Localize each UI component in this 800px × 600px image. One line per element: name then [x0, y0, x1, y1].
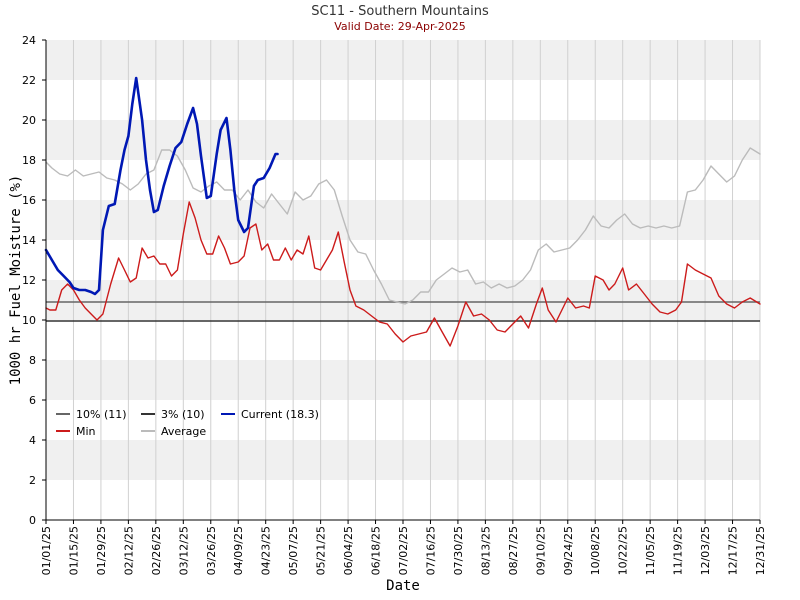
- x-tick-label: 02/26/25: [150, 526, 163, 575]
- y-tick-label: 22: [22, 74, 36, 87]
- x-tick-label: 01/29/25: [95, 526, 108, 575]
- x-tick-label: 04/23/25: [260, 526, 273, 575]
- y-tick-label: 0: [29, 514, 36, 527]
- x-tick-label: 04/09/25: [232, 526, 245, 575]
- legend-item-10pct-label: 10% (11): [76, 408, 127, 421]
- y-tick-label: 12: [22, 274, 36, 287]
- y-tick-label: 14: [22, 234, 36, 247]
- x-tick-label: 12/31/25: [754, 526, 767, 575]
- y-tick-label: 8: [29, 354, 36, 367]
- x-tick-label: 12/17/25: [727, 526, 740, 575]
- x-tick-label: 01/15/25: [67, 526, 80, 575]
- y-tick-label: 6: [29, 394, 36, 407]
- x-tick-label: 06/18/25: [370, 526, 383, 575]
- legend-item-3pct-label: 3% (10): [161, 408, 205, 421]
- x-tick-label: 07/16/25: [424, 526, 437, 575]
- average-line: [45, 147, 761, 305]
- y-tick-label: 24: [22, 34, 36, 47]
- x-tick-label: 11/19/25: [672, 526, 685, 575]
- min-line: [45, 201, 761, 347]
- threshold-lines: [46, 301, 760, 322]
- y-tick-label: 20: [22, 114, 36, 127]
- x-tick-label: 08/13/25: [479, 526, 492, 575]
- chart-subtitle: Valid Date: 29-Apr-2025: [334, 20, 466, 33]
- vertical-gridlines: [45, 40, 761, 524]
- y-axis-label: 1000 hr Fuel Moisture (%): [8, 175, 24, 386]
- legend-item-average-label: Average: [161, 425, 206, 438]
- current-line: [44, 76, 279, 296]
- x-tick-label: 06/04/25: [342, 526, 355, 575]
- x-tick-label: 07/30/25: [452, 526, 465, 575]
- y-tick-label: 10: [22, 314, 36, 327]
- y-tick-label: 16: [22, 194, 36, 207]
- x-tick-label: 07/02/25: [397, 526, 410, 575]
- x-tick-label: 08/27/25: [507, 526, 520, 575]
- y-tick-label: 18: [22, 154, 36, 167]
- x-tick-label: 09/24/25: [562, 526, 575, 575]
- x-tick-label: 11/05/25: [644, 526, 657, 575]
- chart-title: SC11 - Southern Mountains: [311, 4, 489, 19]
- x-axis-label: Date: [386, 578, 420, 594]
- x-tick-label: 02/12/25: [122, 526, 135, 575]
- x-tick-label: 03/26/25: [205, 526, 218, 575]
- x-tick-label: 05/21/25: [315, 526, 328, 575]
- legend-item-min-label: Min: [76, 425, 96, 438]
- x-tick-label: 01/01/25: [40, 526, 53, 575]
- x-tick-label: 05/07/25: [287, 526, 300, 575]
- x-tick-label: 10/08/25: [589, 526, 602, 575]
- legend-item-current-label: Current (18.3): [241, 408, 319, 421]
- y-tick-label: 2: [29, 474, 36, 487]
- series-lines: [44, 76, 761, 347]
- y-tick-label: 4: [29, 434, 36, 447]
- x-tick-label: 03/12/25: [177, 526, 190, 575]
- legend: 10% (11) 3% (10) Current (18.3) Min Average: [56, 408, 319, 438]
- x-tick-labels: 01/01/25 01/15/25 01/29/25 02/12/25 02/26/25…: [40, 526, 767, 575]
- x-tick-label: 12/03/25: [699, 526, 712, 575]
- x-tick-label: 09/10/25: [534, 526, 547, 575]
- x-tick-label: 10/22/25: [617, 526, 630, 575]
